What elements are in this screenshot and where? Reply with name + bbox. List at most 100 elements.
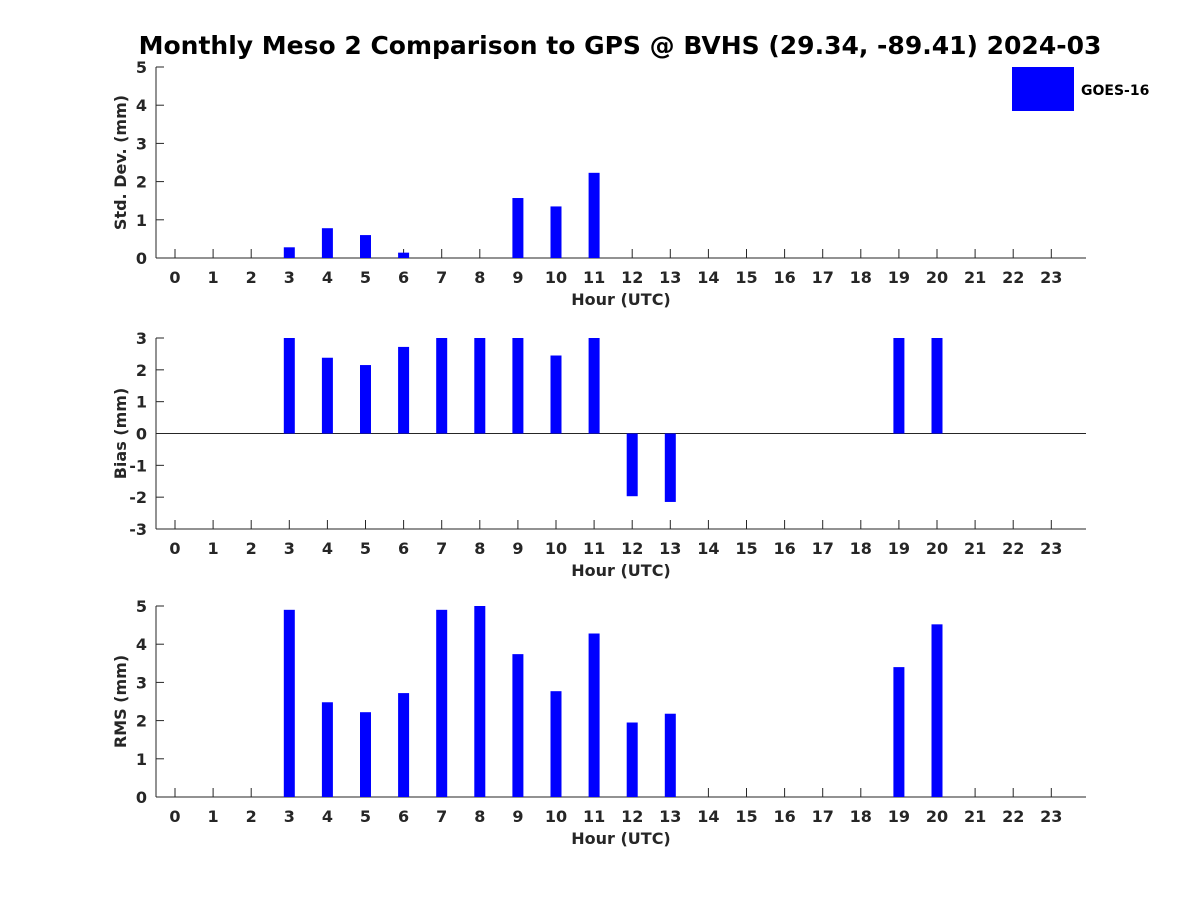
x-tick-label: 19 [888, 539, 910, 558]
y-tick-label: -2 [129, 488, 147, 507]
x-tick-label: 7 [436, 539, 447, 558]
bar-hour-5 [360, 235, 371, 258]
bar-hour-5 [360, 365, 371, 434]
y-tick-label: 2 [136, 173, 147, 192]
x-tick-label: 4 [322, 807, 333, 826]
bar-hour-6 [398, 252, 410, 258]
x-tick-label: 7 [436, 268, 447, 287]
x-tick-label: 0 [169, 539, 180, 558]
x-tick-label: 6 [398, 268, 409, 287]
bar-hour-13 [664, 713, 676, 797]
x-tick-label: 6 [398, 807, 409, 826]
bar-hour-20 [931, 624, 943, 797]
x-tick-label: 13 [659, 539, 681, 558]
x-tick-label: 11 [583, 807, 605, 826]
bar-hour-11 [588, 338, 600, 434]
x-tick-label: 1 [208, 539, 219, 558]
legend: GOES-16 [1012, 67, 1149, 111]
x-tick-label: 6 [398, 539, 409, 558]
bar-hour-8 [474, 338, 486, 434]
legend-label: GOES-16 [1081, 83, 1149, 99]
y-tick-label: 4 [136, 96, 147, 115]
x-tick-label: 19 [888, 268, 910, 287]
x-tick-label: 17 [812, 807, 834, 826]
x-tick-label: 2 [246, 539, 257, 558]
bar-hour-9 [512, 198, 524, 258]
bar-hour-19 [893, 338, 905, 434]
x-tick-label: 3 [284, 268, 295, 287]
x-axis-label: Hour (UTC) [571, 829, 671, 848]
x-tick-label: 13 [659, 268, 681, 287]
y-axis-label: Std. Dev. (mm) [111, 95, 130, 230]
bar-hour-11 [588, 172, 600, 258]
x-tick-label: 3 [284, 539, 295, 558]
x-tick-label: 16 [773, 539, 795, 558]
x-tick-label: 17 [812, 268, 834, 287]
x-tick-label: 9 [512, 268, 523, 287]
x-tick-label: 14 [697, 539, 719, 558]
x-tick-label: 1 [208, 807, 219, 826]
x-tick-label: 8 [474, 807, 485, 826]
bar-hour-6 [398, 693, 410, 797]
x-tick-label: 23 [1040, 807, 1062, 826]
bar-hour-20 [931, 338, 943, 434]
x-tick-label: 11 [583, 268, 605, 287]
bar-hour-3 [283, 609, 295, 797]
x-tick-label: 8 [474, 539, 485, 558]
x-tick-label: 0 [169, 807, 180, 826]
bar-hour-10 [550, 206, 562, 258]
bar-hour-9 [512, 654, 524, 797]
y-tick-label: 0 [136, 249, 147, 268]
x-tick-label: 12 [621, 268, 643, 287]
y-tick-label: 3 [136, 329, 147, 348]
bar-hour-3 [283, 338, 295, 434]
x-tick-label: 5 [360, 268, 371, 287]
bar-hour-3 [283, 247, 295, 258]
bar-hour-10 [550, 355, 562, 434]
y-tick-label: 3 [136, 673, 147, 692]
x-axis-label: Hour (UTC) [571, 561, 671, 580]
y-axis-label: Bias (mm) [111, 388, 130, 480]
x-tick-label: 20 [926, 807, 948, 826]
x-tick-label: 7 [436, 807, 447, 826]
x-tick-label: 18 [850, 807, 872, 826]
x-tick-label: 20 [926, 268, 948, 287]
x-tick-label: 10 [545, 807, 567, 826]
x-tick-label: 5 [360, 539, 371, 558]
x-tick-label: 20 [926, 539, 948, 558]
legend-swatch [1012, 67, 1074, 111]
x-tick-label: 0 [169, 268, 180, 287]
x-tick-label: 13 [659, 807, 681, 826]
y-tick-label: 3 [136, 134, 147, 153]
bar-hour-10 [550, 691, 562, 797]
x-tick-label: 2 [246, 268, 257, 287]
x-tick-label: 22 [1002, 268, 1024, 287]
x-tick-label: 21 [964, 268, 986, 287]
bar-hour-4 [321, 228, 333, 258]
y-tick-label: 1 [136, 750, 147, 769]
x-tick-label: 17 [812, 539, 834, 558]
bar-hour-7 [436, 609, 448, 797]
x-tick-label: 2 [246, 807, 257, 826]
x-tick-label: 21 [964, 807, 986, 826]
x-tick-label: 9 [512, 539, 523, 558]
y-tick-label: 1 [136, 211, 147, 230]
y-tick-label: 4 [136, 635, 147, 654]
x-tick-label: 18 [850, 539, 872, 558]
y-tick-label: -3 [129, 520, 147, 539]
y-tick-label: 2 [136, 361, 147, 380]
y-tick-label: 5 [136, 597, 147, 616]
bar-hour-19 [893, 667, 905, 797]
bar-hour-9 [512, 338, 524, 434]
x-tick-label: 12 [621, 539, 643, 558]
y-tick-label: 5 [136, 58, 147, 77]
x-tick-label: 4 [322, 539, 333, 558]
x-tick-label: 23 [1040, 268, 1062, 287]
x-tick-label: 19 [888, 807, 910, 826]
y-axis-label: RMS (mm) [111, 655, 130, 748]
bar-hour-4 [321, 702, 333, 797]
chart-title: Monthly Meso 2 Comparison to GPS @ BVHS … [139, 31, 1102, 60]
x-tick-label: 1 [208, 268, 219, 287]
